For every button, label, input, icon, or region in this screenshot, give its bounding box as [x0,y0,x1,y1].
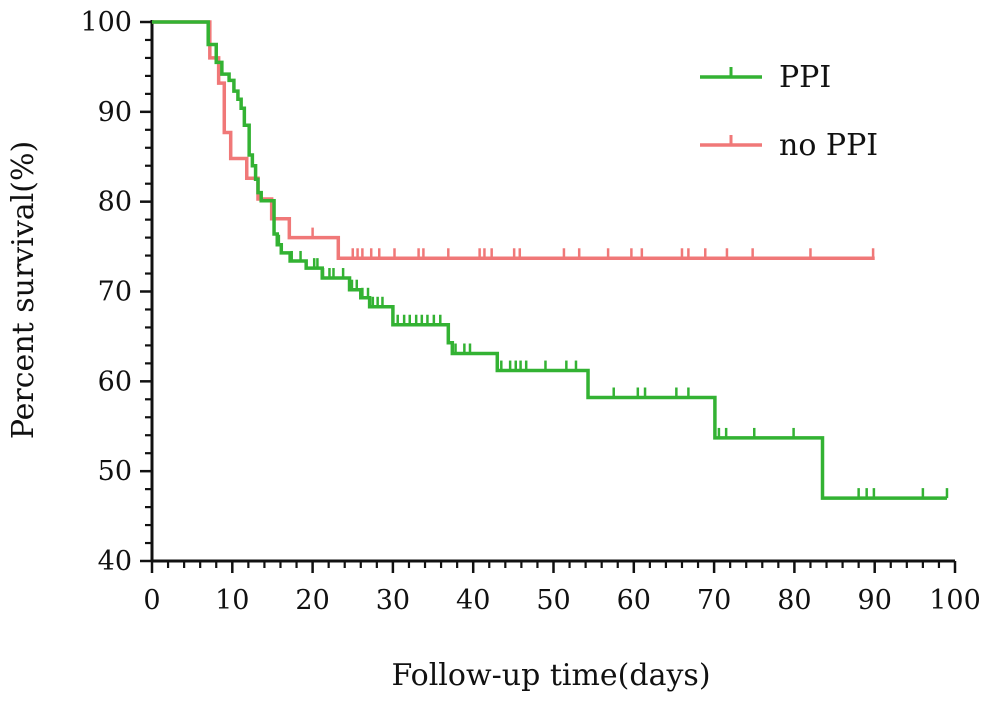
y-tick-label: 90 [98,97,132,128]
y-tick-label: 50 [98,456,132,487]
x-tick-label: 70 [697,585,731,616]
y-tick-label: 100 [80,7,132,38]
x-tick-label: 60 [617,585,651,616]
axes: 0 10 20 30 40 50 60 70 80 90 100 40 50 60 70 80 90 100 [80,7,980,616]
legend-item-no-ppi: no PPI [700,128,878,163]
x-axis-label: Follow-up time(days) [391,658,710,693]
legend-label-ppi: PPI [779,60,831,95]
x-tick-label: 10 [215,585,249,616]
x-tick-label: 20 [295,585,329,616]
x-tick-label: 0 [143,585,160,616]
y-axis-label: Percent survival(%) [6,141,41,439]
y-tick-label: 80 [98,187,132,218]
survival-line-no-ppi [152,20,875,261]
x-tick-label: 30 [376,585,410,616]
series-layer [152,20,949,500]
x-tick-label: 50 [536,585,570,616]
y-tick-label: 40 [98,546,132,577]
x-tick-label: 40 [456,585,490,616]
series-ppi [152,20,949,500]
legend-label-no-ppi: no PPI [779,128,878,163]
survival-line-ppi [152,20,947,500]
legend-item-ppi: PPI [700,60,831,95]
x-tick-label: 100 [929,585,981,616]
x-tick-label: 80 [777,585,811,616]
y-tick-label: 70 [98,277,132,308]
x-tick-label: 90 [858,585,892,616]
y-tick-label: 60 [98,366,132,397]
series-no-ppi [152,20,875,261]
legend: PPI no PPI [700,60,878,163]
